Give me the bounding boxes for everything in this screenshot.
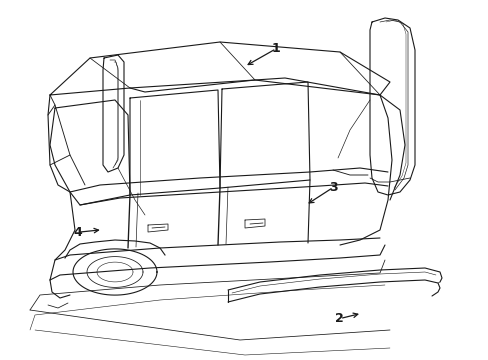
Text: 1: 1 [271,42,280,55]
Text: 3: 3 [328,181,337,194]
Text: 4: 4 [74,226,82,239]
Text: 2: 2 [335,312,344,325]
